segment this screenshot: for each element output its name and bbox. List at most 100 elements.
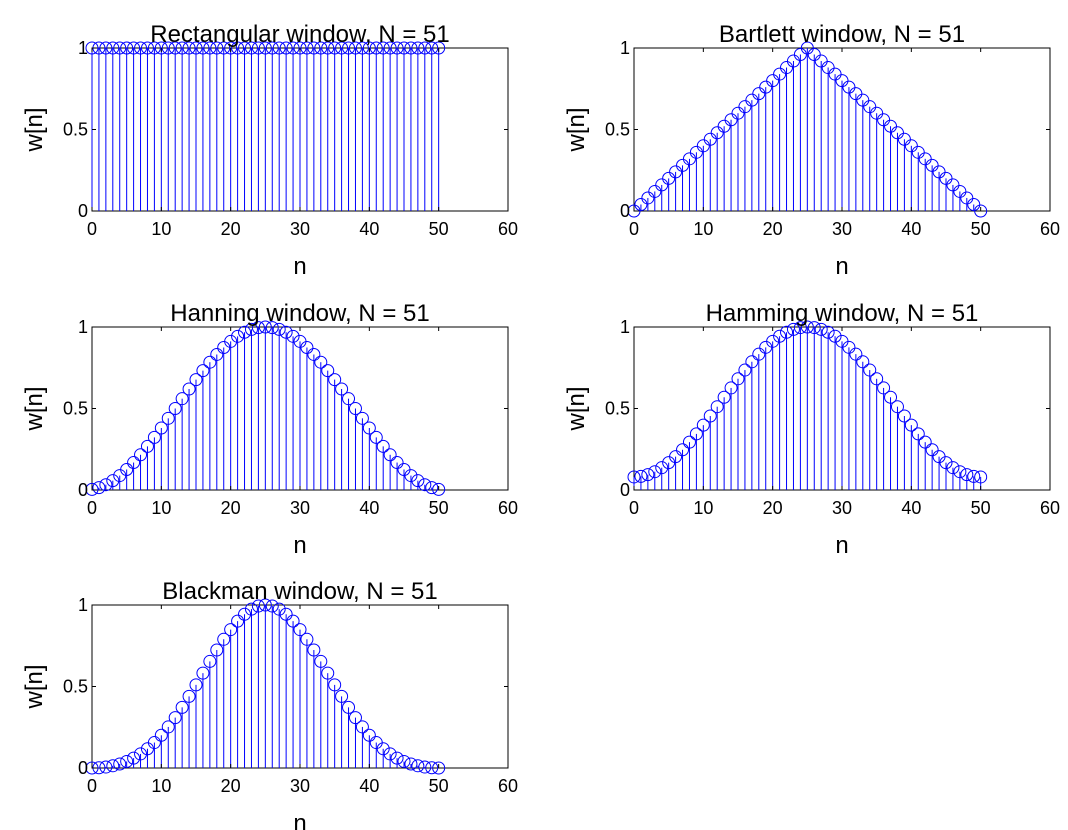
stem-marker	[85, 761, 99, 775]
stem-marker	[217, 632, 231, 646]
stem-marker	[251, 599, 265, 613]
stem-marker	[154, 41, 168, 55]
x-tick-label: 40	[359, 776, 379, 796]
stem-marker	[210, 643, 224, 657]
x-tick-label: 10	[151, 498, 171, 518]
stem-marker	[835, 74, 849, 88]
stem-marker	[946, 178, 960, 192]
stem-marker	[376, 742, 390, 756]
stem-marker	[634, 469, 648, 483]
stem-marker	[175, 392, 189, 406]
stem-marker	[293, 623, 307, 637]
stem-marker	[655, 461, 669, 475]
stem-marker	[293, 41, 307, 55]
x-tick-label: 20	[221, 219, 241, 239]
stem-marker	[800, 41, 814, 55]
stem-marker	[342, 700, 356, 714]
stem-marker	[231, 614, 245, 628]
stem-marker	[272, 602, 286, 616]
stem-marker	[404, 757, 418, 771]
y-tick-label: 0	[620, 201, 630, 221]
stem-marker	[863, 363, 877, 377]
stem-marker	[814, 322, 828, 336]
stem-marker	[641, 468, 655, 482]
stem-marker	[383, 448, 397, 462]
y-tick-label: 0.5	[63, 677, 88, 697]
y-tick-label: 0	[78, 201, 88, 221]
stem-marker	[669, 450, 683, 464]
stem-marker	[251, 321, 265, 335]
stem-marker	[265, 321, 279, 335]
stem-marker	[369, 41, 383, 55]
stem-marker	[821, 325, 835, 339]
stem-marker	[731, 372, 745, 386]
chart-title: Hamming window, N = 51	[706, 300, 979, 327]
stem-marker	[752, 87, 766, 101]
x-tick-label: 30	[832, 219, 852, 239]
stem-marker	[362, 421, 376, 435]
stem-marker	[168, 711, 182, 725]
stem-marker	[703, 409, 717, 423]
stem-marker	[348, 711, 362, 725]
stem-marker	[884, 119, 898, 133]
stem-marker	[724, 113, 738, 127]
stem-marker	[807, 48, 821, 62]
chart-panel-bartlett: 0 10 20 30 40 50 60 0 0.5 1 Bartlett window, N = 5…	[563, 21, 1060, 280]
stem-marker	[168, 402, 182, 415]
stem-marker	[953, 465, 967, 479]
stem-marker	[738, 363, 752, 377]
stem-marker	[335, 689, 349, 703]
stem-marker	[425, 41, 439, 55]
stem-marker	[355, 41, 369, 55]
stem-marker	[669, 165, 683, 179]
stem-marker	[724, 381, 738, 395]
stem-marker	[99, 478, 113, 492]
stem-marker	[217, 41, 231, 55]
stem-marker	[890, 126, 904, 140]
x-tick-label: 20	[221, 498, 241, 518]
stem-marker	[113, 757, 127, 771]
stem-marker	[321, 364, 335, 378]
x-tick-label: 50	[429, 219, 449, 239]
stem-marker	[390, 751, 404, 765]
stem-marker	[258, 320, 272, 334]
x-tick-label: 50	[971, 219, 991, 239]
stem-marker	[244, 322, 258, 336]
stem-marker	[321, 666, 335, 680]
stem-marker	[362, 728, 376, 742]
stem-marker	[842, 340, 856, 354]
stem-marker	[85, 482, 99, 496]
stem-marker	[189, 41, 203, 55]
stem-marker	[870, 106, 884, 120]
stem-marker	[314, 41, 328, 55]
stem-marker	[411, 474, 425, 488]
stem-marker	[870, 372, 884, 386]
stem-marker	[745, 355, 759, 369]
stem-marker	[224, 334, 238, 348]
stem-marker	[432, 761, 446, 775]
y-tick-label: 0.5	[605, 399, 630, 419]
stem-marker	[210, 41, 224, 55]
stem-marker	[106, 474, 120, 488]
x-tick-label: 40	[901, 498, 921, 518]
stem-marker	[342, 41, 356, 55]
x-tick-label: 10	[151, 776, 171, 796]
stem-marker	[759, 80, 773, 94]
stem-series	[85, 320, 446, 496]
stem-marker	[328, 373, 342, 387]
stem-marker	[842, 80, 856, 94]
stem-marker	[717, 119, 731, 133]
stem-marker	[425, 481, 439, 495]
stem-marker	[127, 751, 141, 765]
stem-marker	[140, 439, 154, 453]
x-tick-label: 50	[971, 498, 991, 518]
stem-marker	[335, 41, 349, 55]
stem-marker	[224, 623, 238, 637]
stem-marker	[355, 720, 369, 734]
stem-marker	[390, 456, 404, 470]
stem-marker	[238, 41, 252, 55]
stem-marker	[355, 411, 369, 425]
stem-marker	[279, 325, 293, 339]
stem-series	[627, 41, 988, 218]
